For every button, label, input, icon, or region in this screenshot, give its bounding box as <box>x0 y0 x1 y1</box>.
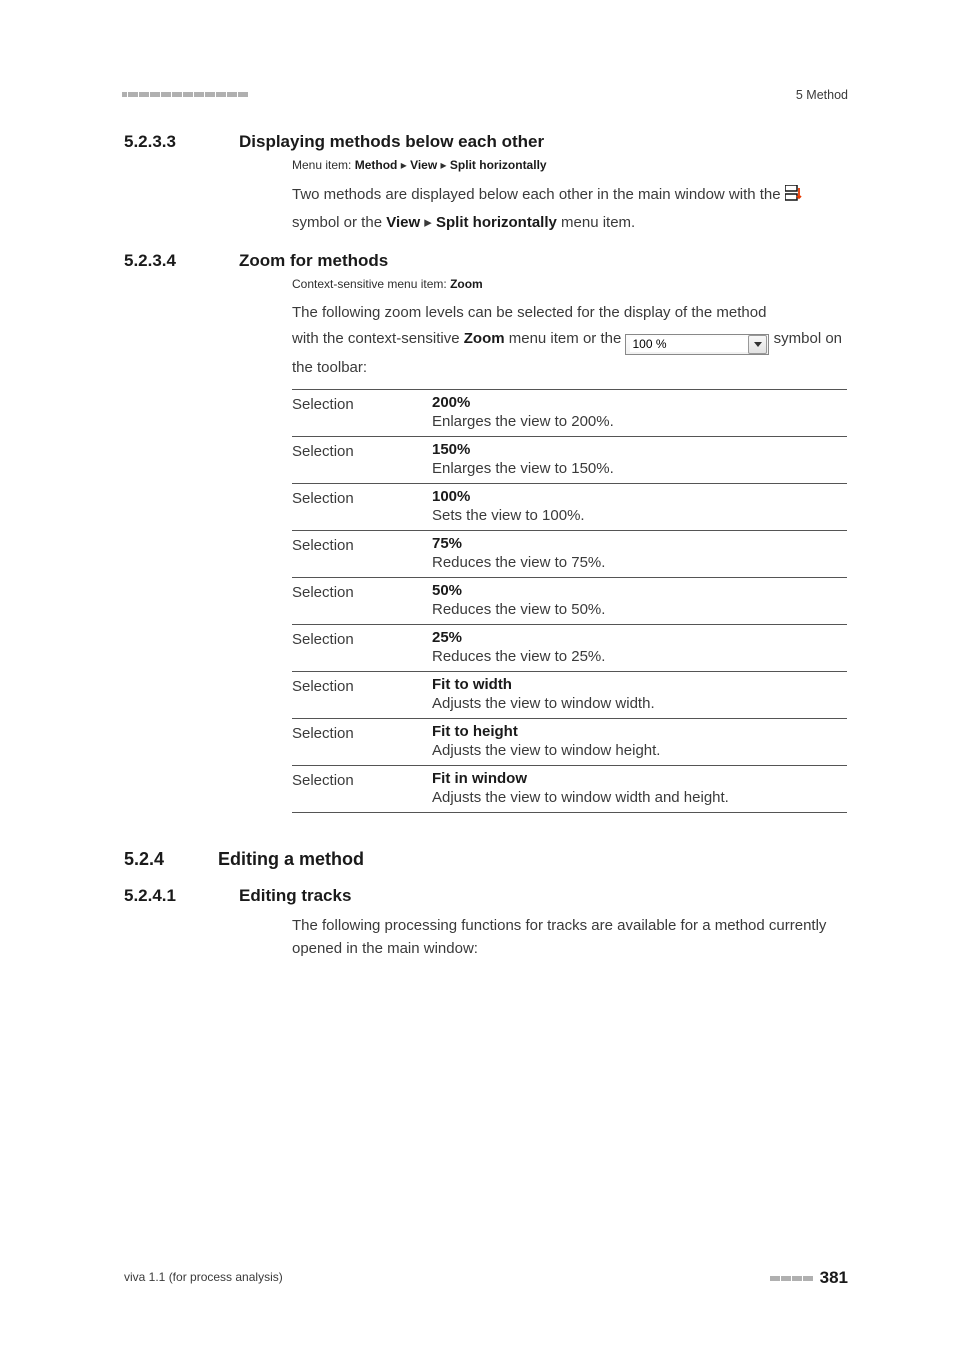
section-title: Displaying methods below each other <box>239 132 544 152</box>
footer-product-label: viva 1.1 (for process analysis) <box>124 1270 283 1284</box>
body-text: Two methods are displayed below each oth… <box>292 186 785 203</box>
body-text: symbol or the <box>292 214 386 231</box>
body-text: menu item or the <box>505 330 626 347</box>
menu-item-bold: View <box>386 214 420 231</box>
menu-sep: ▸ <box>420 214 436 231</box>
zoom-level-desc: Adjusts the view to window height. <box>432 742 847 759</box>
section-5-2-3-3-heading: 5.2.3.3 Displaying methods below each ot… <box>124 132 848 152</box>
row-value: 100% Sets the view to 100%. <box>432 488 847 524</box>
zoom-level-title: Fit in window <box>432 770 847 787</box>
row-label: Selection <box>292 441 432 477</box>
table-row: Selection100% Sets the view to 100%. <box>292 483 847 530</box>
section-title: Editing tracks <box>239 886 351 906</box>
body-text: with the context-sensitive <box>292 330 464 347</box>
body-text: The following zoom levels can be selecte… <box>292 304 766 321</box>
zoom-level-title: 50% <box>432 582 847 599</box>
zoom-level-desc: Enlarges the view to 200%. <box>432 413 847 430</box>
section-5-2-4-1-heading: 5.2.4.1 Editing tracks <box>124 886 848 906</box>
menu-prefix: Menu item: <box>292 158 355 172</box>
page-number: 381 <box>820 1268 848 1288</box>
zoom-level-title: 100% <box>432 488 847 505</box>
zoom-level-title: Fit to width <box>432 676 847 693</box>
section-title: Editing a method <box>218 849 364 870</box>
row-label: Selection <box>292 629 432 665</box>
footer-decorative-marks: for (let i=0;i<8;i++) document.write('<d… <box>770 1276 814 1281</box>
menu-item-bold: Zoom <box>464 330 505 347</box>
menu-item: Split horizontally <box>450 158 547 172</box>
section-body: Two methods are displayed below each oth… <box>292 182 848 235</box>
table-row: SelectionFit to width Adjusts the view to… <box>292 671 847 718</box>
section-number: 5.2.3.4 <box>124 251 239 271</box>
zoom-level-desc: Reduces the view to 50%. <box>432 601 847 618</box>
table-row: Selection75% Reduces the view to 75%. <box>292 530 847 577</box>
row-value: Fit to height Adjusts the view to window … <box>432 723 847 759</box>
section-number: 5.2.3.3 <box>124 132 239 152</box>
zoom-level-title: 150% <box>432 441 847 458</box>
page-footer: viva 1.1 (for process analysis) for (let… <box>124 1268 848 1288</box>
row-value: 150% Enlarges the view to 150%. <box>432 441 847 477</box>
menu-sep: ▸ <box>437 158 450 172</box>
table-row: Selection200% Enlarges the view to 200%. <box>292 389 847 436</box>
table-row: Selection25% Reduces the view to 25%. <box>292 624 847 671</box>
row-label: Selection <box>292 394 432 430</box>
row-value: Fit to width Adjusts the view to window w… <box>432 676 847 712</box>
zoom-level-title: Fit to height <box>432 723 847 740</box>
row-value: 50% Reduces the view to 50%. <box>432 582 847 618</box>
table-row: Selection150% Enlarges the view to 150%. <box>292 436 847 483</box>
menu-item: Zoom <box>450 277 483 291</box>
body-text: menu item. <box>557 214 635 231</box>
split-horizontally-icon <box>785 184 802 210</box>
table-row: SelectionFit to height Adjusts the view t… <box>292 718 847 765</box>
zoom-level-title: 25% <box>432 629 847 646</box>
section-title: Zoom for methods <box>239 251 388 271</box>
row-value: 75% Reduces the view to 75%. <box>432 535 847 571</box>
menu-item: View <box>410 158 437 172</box>
header-decorative-marks: for (let i=0;i<23;i++) document.write('<… <box>122 92 249 97</box>
menu-path-note: Menu item: Method ▸ View ▸ Split horizon… <box>292 158 848 172</box>
header-chapter-label: 5 Method <box>796 88 848 102</box>
zoom-level-desc: Enlarges the view to 150%. <box>432 460 847 477</box>
zoom-levels-table: Selection200%Enlarges the view to 200%.S… <box>292 389 847 813</box>
table-row: Selection50% Reduces the view to 50%. <box>292 577 847 624</box>
row-label: Selection <box>292 770 432 806</box>
section-body-line1: The following zoom levels can be selecte… <box>292 301 848 324</box>
section-5-2-3-4-heading: 5.2.3.4 Zoom for methods <box>124 251 848 271</box>
menu-item-bold: Split horizontally <box>436 214 557 231</box>
row-label: Selection <box>292 582 432 618</box>
zoom-level-desc: Reduces the view to 25%. <box>432 648 847 665</box>
zoom-level-desc: Reduces the view to 75%. <box>432 554 847 571</box>
zoom-level-desc: Adjusts the view to window width. <box>432 695 847 712</box>
section-number: 5.2.4 <box>124 849 218 870</box>
section-5-2-4-heading: 5.2.4 Editing a method <box>124 849 848 870</box>
section-body: The following processing functions for t… <box>292 914 848 961</box>
row-value: 25% Reduces the view to 25%. <box>432 629 847 665</box>
zoom-dropdown[interactable]: 100 % <box>625 334 769 355</box>
row-value: 200% Enlarges the view to 200%. <box>432 394 847 430</box>
menu-prefix: Context-sensitive menu item: <box>292 277 450 291</box>
section-number: 5.2.4.1 <box>124 886 239 906</box>
table-row: SelectionFit in window Adjusts the view t… <box>292 765 847 813</box>
zoom-level-title: 200% <box>432 394 847 411</box>
zoom-value: 100 % <box>630 337 748 352</box>
row-value: Fit in window Adjusts the view to window … <box>432 770 847 806</box>
menu-item: Method <box>355 158 398 172</box>
zoom-level-desc: Sets the view to 100%. <box>432 507 847 524</box>
row-label: Selection <box>292 676 432 712</box>
zoom-level-desc: Adjusts the view to window width and hei… <box>432 789 847 806</box>
context-menu-note: Context-sensitive menu item: Zoom <box>292 277 848 291</box>
row-label: Selection <box>292 488 432 524</box>
dropdown-arrow-icon[interactable] <box>748 335 767 354</box>
row-label: Selection <box>292 535 432 571</box>
section-body-line2: with the context-sensitive Zoom menu ite… <box>292 326 848 381</box>
menu-sep: ▸ <box>397 158 410 172</box>
zoom-level-title: 75% <box>432 535 847 552</box>
row-label: Selection <box>292 723 432 759</box>
